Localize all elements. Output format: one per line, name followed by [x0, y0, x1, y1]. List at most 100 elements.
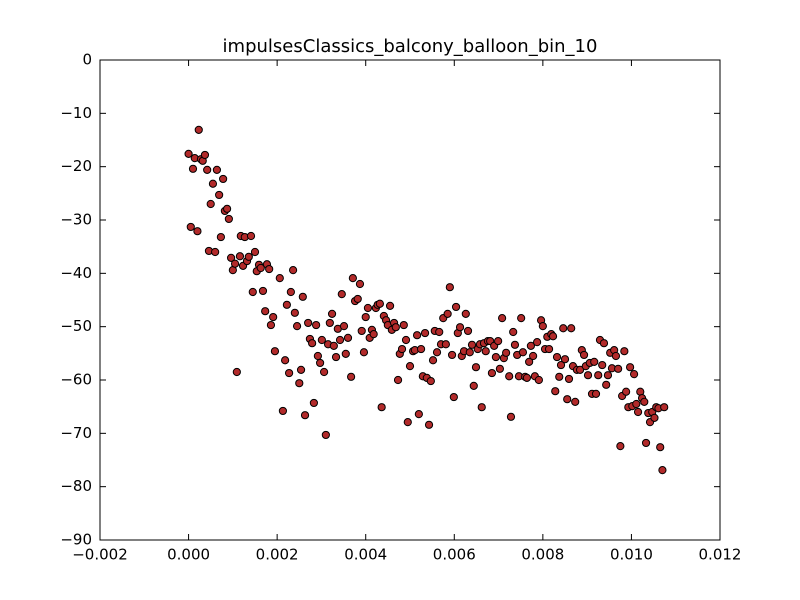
scatter-point [325, 318, 334, 328]
chart-title: impulsesClassics_balcony_balloon_bin_10 [223, 36, 598, 57]
scatter-point [502, 348, 511, 357]
scatter-point [219, 174, 228, 184]
scatter-point [505, 372, 514, 381]
scatter-point [449, 392, 458, 402]
scatter-point [186, 222, 195, 232]
scatter-point [641, 438, 651, 448]
y-tick-label: −50 [60, 317, 92, 335]
scatter-point [226, 253, 236, 262]
scatter-point [375, 299, 384, 308]
y-tick-label: −30 [60, 211, 92, 229]
x-tick-label: 0.008 [521, 546, 564, 564]
scatter-point [526, 341, 536, 350]
scatter-point [188, 164, 198, 173]
scatter-point [308, 339, 317, 348]
scatter-point [506, 412, 516, 421]
scatter-point [495, 364, 504, 373]
scatter-point [552, 352, 562, 362]
scatter-point [559, 324, 568, 333]
scatter-point [361, 312, 370, 322]
scatter-point [622, 387, 631, 396]
scatter-point [275, 274, 284, 283]
x-tick-label: 0.000 [167, 546, 210, 564]
scatter-point [405, 362, 415, 371]
scatter-point [369, 330, 378, 339]
scatter-point [265, 264, 274, 274]
scatter-point [317, 335, 326, 345]
scatter-point [313, 351, 322, 361]
scatter-point [203, 165, 212, 174]
scatter-point [393, 375, 403, 385]
scatter-point [200, 150, 210, 160]
scatter-point [518, 348, 528, 357]
scatter-point [282, 300, 291, 309]
scatter-point [416, 344, 426, 354]
scatter-point [266, 320, 276, 330]
scatter-point [414, 410, 423, 419]
x-tick-label: 0.004 [344, 546, 387, 564]
scatter-point [658, 466, 667, 475]
scatter-point [491, 352, 501, 362]
scatter-point [471, 363, 481, 372]
scatter-point [261, 307, 270, 316]
x-tick-label: 0.012 [699, 546, 742, 564]
scatter-point [522, 373, 532, 382]
scatter-point [304, 318, 313, 328]
scatter-point [278, 406, 287, 416]
scatter-point [343, 333, 353, 342]
scatter-point [412, 331, 422, 340]
scatter-point [256, 263, 265, 273]
scatter-point [611, 351, 621, 361]
scatter-point [321, 430, 330, 440]
scatter-point [551, 387, 560, 396]
scatter-point [244, 252, 253, 261]
scatter-point [616, 442, 625, 451]
scatter-point [288, 266, 298, 275]
scatter-point [510, 340, 520, 349]
scatter-point [397, 344, 407, 354]
scatter-point [331, 352, 341, 362]
scatter-point [292, 322, 302, 331]
scatter-point [363, 303, 373, 313]
scatter-point [211, 247, 220, 257]
scatter-point [246, 231, 256, 241]
scatter-point [555, 372, 564, 381]
scatter-point [230, 259, 240, 268]
scatter-point [232, 367, 241, 377]
scatter-point [357, 326, 366, 336]
scatter-point [353, 294, 362, 304]
scatter-point [316, 358, 325, 368]
scatter-point [602, 380, 611, 389]
scatter-point [248, 287, 257, 297]
scatter-point [329, 341, 338, 350]
scatter-point [481, 347, 490, 356]
scatter-point [534, 375, 543, 385]
scatter-point [517, 314, 526, 323]
scatter-point [184, 149, 193, 158]
scatter-point [445, 283, 454, 292]
scatter-point [443, 309, 452, 318]
scatter-point [465, 348, 474, 357]
scatter-point [258, 286, 268, 296]
scatter-point [420, 328, 430, 338]
scatter-point [435, 327, 444, 337]
scatter-point [359, 348, 369, 357]
scatter-point [614, 364, 623, 373]
scatter-point [216, 232, 225, 242]
y-tick-label: −10 [60, 104, 92, 122]
scatter-point [660, 403, 669, 412]
y-tick-label: −90 [60, 531, 92, 549]
scatter-point [544, 344, 554, 354]
scatter-point [250, 247, 260, 257]
scatter-point [309, 398, 318, 408]
scatter-point [215, 190, 224, 200]
scatter-point [223, 204, 232, 213]
scatter-point [391, 323, 400, 332]
scatter-point [194, 125, 203, 134]
scatter-point [235, 252, 245, 261]
scatter-point [533, 338, 542, 347]
scatter-point [599, 339, 609, 348]
scatter-point [556, 360, 566, 370]
scatter-point [341, 349, 350, 358]
